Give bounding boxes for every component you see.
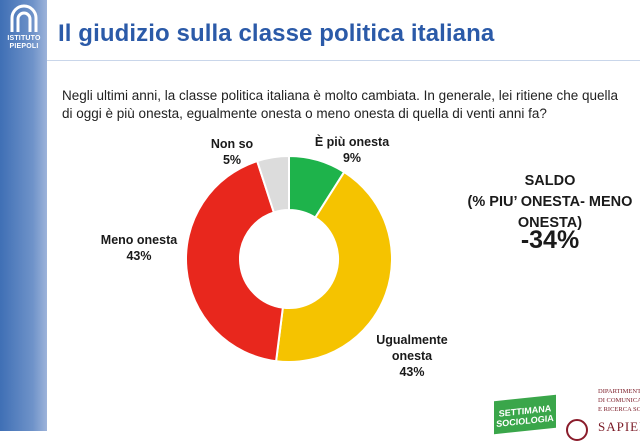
logo-line-1: ISTITUTO	[7, 35, 41, 42]
title-divider	[47, 60, 640, 61]
value-meno-onesta: 43%	[126, 249, 151, 263]
label-non-so: Non so	[211, 137, 254, 151]
slice-ugualmente-onesta	[274, 170, 393, 363]
survey-question: Negli ultimi anni, la classe politica it…	[62, 88, 619, 121]
slice-meno-onesta	[185, 159, 284, 363]
logo-line-2: PIEPOLI	[9, 43, 39, 50]
arch-logo-icon	[10, 4, 38, 32]
left-sidebar: ISTITUTO PIEPOLI	[0, 0, 47, 431]
department-text: DIPARTIMENTO DI COMUNICA E RICERCA SOCI	[598, 387, 640, 414]
label-ugualmente-onesta-line-1: Ugualmente	[376, 333, 448, 347]
label-meno-onesta: Meno onesta	[101, 233, 178, 247]
saldo-value: -34%	[520, 226, 580, 254]
label-pi-onesta: È più onesta	[315, 134, 390, 149]
university-seal-icon	[566, 419, 588, 441]
donut-chart: È più onesta 9% Ugualmente onesta 43% Meno on…	[101, 134, 448, 379]
dept-line-1: DIPARTIMENTO	[598, 388, 640, 395]
label-ugualmente-onesta-line-2: onesta	[392, 349, 433, 363]
dept-line-3: E RICERCA SOCI	[598, 406, 640, 413]
university-name: SAPIEN	[598, 419, 640, 434]
saldo-line-3: ONESTA)	[517, 215, 583, 231]
saldo-line-1: SALDO	[524, 173, 576, 189]
saldo-line-2: (% PIU’ ONESTA- MENO	[467, 194, 633, 210]
saldo-heading: SALDO (% PIU’ ONESTA- MENO ONESTA)	[455, 171, 640, 234]
value-ugualmente-onesta: 43%	[399, 365, 424, 379]
settimana-sociologia-badge: SETTIMANA SOCIOLOGIA	[494, 394, 556, 435]
istituto-piepoli-logo: ISTITUTO PIEPOLI	[4, 4, 44, 60]
page-title: Il giudizio sulla classe politica italia…	[58, 20, 495, 47]
logo-text: ISTITUTO PIEPOLI	[7, 35, 40, 51]
value-pi-onesta: 9%	[343, 151, 361, 165]
dept-line-2: DI COMUNICA	[598, 397, 640, 404]
slice-non-so	[255, 154, 290, 214]
value-non-so: 5%	[223, 153, 241, 167]
